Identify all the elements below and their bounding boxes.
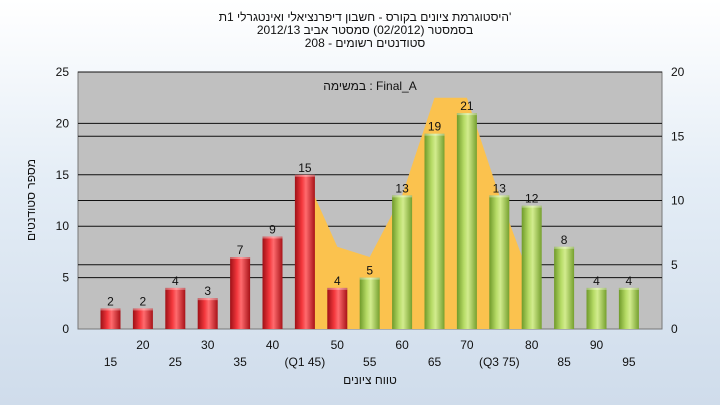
- bar-13: [521, 205, 542, 329]
- x-tick-0: 15: [104, 355, 118, 369]
- left-tick-1: 5: [62, 271, 69, 285]
- left-tick-0: 0: [62, 322, 69, 336]
- x-tick-1: 20: [136, 338, 150, 352]
- x-axis-ticks: 15 20 25 30 35 40 (Q1 45) 50 55 60 65 70 (Q3 75) 80 85…: [104, 338, 636, 369]
- x-tick-12: (Q3 75): [479, 355, 520, 369]
- x-tick-9: 60: [395, 338, 409, 352]
- bar-7: [327, 287, 348, 329]
- x-axis-title: טווח ציונים: [343, 373, 397, 387]
- data-label-11: 21: [460, 99, 474, 113]
- bar-top-14: [554, 246, 575, 249]
- bar-top-3: [197, 298, 218, 301]
- bar-top-4: [230, 257, 251, 260]
- bar-top-1: [132, 308, 153, 311]
- bar-top-12: [489, 195, 510, 198]
- left-tick-3: 15: [56, 168, 70, 182]
- left-tick-4: 20: [56, 116, 70, 130]
- data-label-2: 4: [172, 274, 179, 288]
- chart-title: היסטוגרמת ציונים בקורס - חשבון דיפרנציאל…: [219, 10, 512, 50]
- bar-top-10: [424, 133, 445, 136]
- left-tick-5: 25: [56, 65, 70, 79]
- x-tick-6: (Q1 45): [285, 355, 326, 369]
- right-tick-0: 0: [671, 322, 678, 336]
- x-tick-5: 40: [266, 338, 280, 352]
- bar-top-7: [327, 287, 348, 290]
- bar-top-8: [359, 277, 380, 280]
- bar-top-11: [456, 113, 477, 116]
- data-label-8: 5: [366, 264, 373, 278]
- y-axis-title: מספר סטודנטים: [24, 159, 38, 241]
- data-label-5: 9: [269, 222, 276, 236]
- right-axis-ticks: 0 5 10 15 20: [671, 65, 685, 336]
- bar-16: [618, 287, 639, 329]
- x-tick-13: 80: [525, 338, 539, 352]
- bar-0: [100, 308, 121, 329]
- left-axis-ticks: 0 5 10 15 20 25: [56, 65, 70, 336]
- bar-top-13: [521, 205, 542, 208]
- bar-top-15: [586, 287, 607, 290]
- data-label-10: 19: [428, 120, 442, 134]
- data-label-1: 2: [140, 294, 147, 308]
- data-label-7: 4: [334, 274, 341, 288]
- bar-top-16: [618, 287, 639, 290]
- bar-6: [294, 174, 315, 329]
- bar-12: [489, 195, 510, 329]
- right-tick-1: 5: [671, 258, 678, 272]
- data-label-3: 3: [204, 284, 211, 298]
- data-label-6: 15: [298, 161, 312, 175]
- bar-top-2: [165, 287, 186, 290]
- x-tick-15: 90: [590, 338, 604, 352]
- x-tick-3: 30: [201, 338, 215, 352]
- right-tick-4: 20: [671, 65, 685, 79]
- bar-5: [262, 236, 283, 329]
- title-line-1: היסטוגרמת ציונים בקורס - חשבון דיפרנציאל…: [219, 10, 512, 24]
- title-line-2: בסמסטר (02/2012) סמסטר אביב 2012/13: [257, 23, 473, 37]
- data-label-12: 13: [493, 181, 507, 195]
- right-tick-3: 15: [671, 129, 685, 143]
- left-tick-2: 10: [56, 219, 70, 233]
- x-tick-10: 65: [428, 355, 442, 369]
- bar-15: [586, 287, 607, 329]
- x-tick-4: 35: [233, 355, 247, 369]
- data-label-4: 7: [237, 243, 244, 257]
- bar-1: [132, 308, 153, 329]
- bar-14: [554, 246, 575, 329]
- bar-10: [424, 133, 445, 329]
- bar-top-0: [100, 308, 121, 311]
- data-label-15: 4: [593, 274, 600, 288]
- data-label-14: 8: [561, 233, 568, 247]
- bar-9: [392, 195, 413, 329]
- bar-top-6: [294, 174, 315, 177]
- data-label-13: 12: [525, 192, 539, 206]
- bar-top-9: [392, 195, 413, 198]
- data-label-16: 4: [626, 274, 633, 288]
- x-tick-8: 55: [363, 355, 377, 369]
- bar-2: [165, 287, 186, 329]
- x-tick-14: 85: [557, 355, 571, 369]
- bars: [100, 113, 639, 330]
- title-line-3: 208 - סטודנטים רשומים: [305, 36, 426, 50]
- x-tick-16: 95: [622, 355, 636, 369]
- bar-11: [456, 113, 477, 330]
- data-label-9: 13: [395, 181, 409, 195]
- bar-4: [230, 257, 251, 329]
- annotation-label: Final_A : במשימה: [323, 79, 416, 93]
- bar-8: [359, 277, 380, 329]
- x-tick-7: 50: [331, 338, 345, 352]
- right-tick-2: 10: [671, 194, 685, 208]
- bar-top-5: [262, 236, 283, 239]
- bar-3: [197, 298, 218, 329]
- data-label-0: 2: [107, 294, 114, 308]
- data-labels: 2 2 4 3 7 9 15 4 5 13 19 21 13 12 8 4 4: [107, 99, 632, 308]
- x-tick-11: 70: [460, 338, 474, 352]
- x-tick-2: 25: [169, 355, 183, 369]
